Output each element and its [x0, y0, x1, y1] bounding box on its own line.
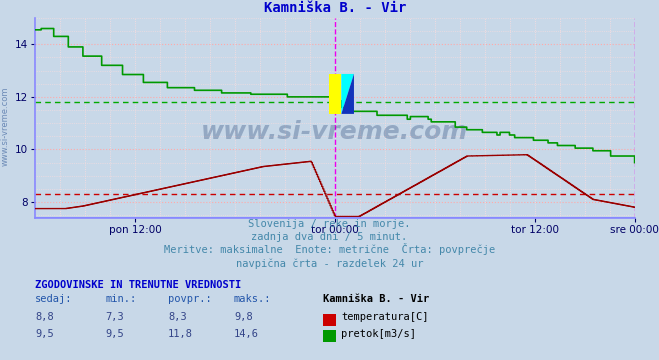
Text: Meritve: maksimalne  Enote: metrične  Črta: povprečje: Meritve: maksimalne Enote: metrične Črta…: [164, 243, 495, 256]
Text: Kamniška B. - Vir: Kamniška B. - Vir: [323, 294, 429, 305]
Bar: [329, 74, 341, 114]
Text: 8,3: 8,3: [168, 312, 186, 323]
Text: sedaj:: sedaj:: [35, 294, 72, 305]
Text: 9,5: 9,5: [105, 329, 124, 339]
Text: www.si-vreme.com: www.si-vreme.com: [201, 120, 469, 144]
Text: min.:: min.:: [105, 294, 136, 305]
Text: pretok[m3/s]: pretok[m3/s]: [341, 329, 416, 339]
Text: 9,8: 9,8: [234, 312, 252, 323]
Text: 11,8: 11,8: [168, 329, 193, 339]
Polygon shape: [341, 74, 354, 114]
Text: 7,3: 7,3: [105, 312, 124, 323]
Text: www.si-vreme.com: www.si-vreme.com: [1, 86, 10, 166]
Text: temperatura[C]: temperatura[C]: [341, 312, 429, 323]
Text: Slovenija / reke in morje.: Slovenija / reke in morje.: [248, 219, 411, 229]
Title: Kamniška B. - Vir: Kamniška B. - Vir: [264, 1, 406, 15]
Text: 8,8: 8,8: [35, 312, 53, 323]
Text: ZGODOVINSKE IN TRENUTNE VREDNOSTI: ZGODOVINSKE IN TRENUTNE VREDNOSTI: [35, 280, 241, 290]
Polygon shape: [341, 74, 354, 114]
Text: navpična črta - razdelek 24 ur: navpična črta - razdelek 24 ur: [236, 258, 423, 269]
Text: zadnja dva dni / 5 minut.: zadnja dva dni / 5 minut.: [251, 232, 408, 242]
Text: 9,5: 9,5: [35, 329, 53, 339]
Text: 14,6: 14,6: [234, 329, 259, 339]
Text: maks.:: maks.:: [234, 294, 272, 305]
Text: povpr.:: povpr.:: [168, 294, 212, 305]
